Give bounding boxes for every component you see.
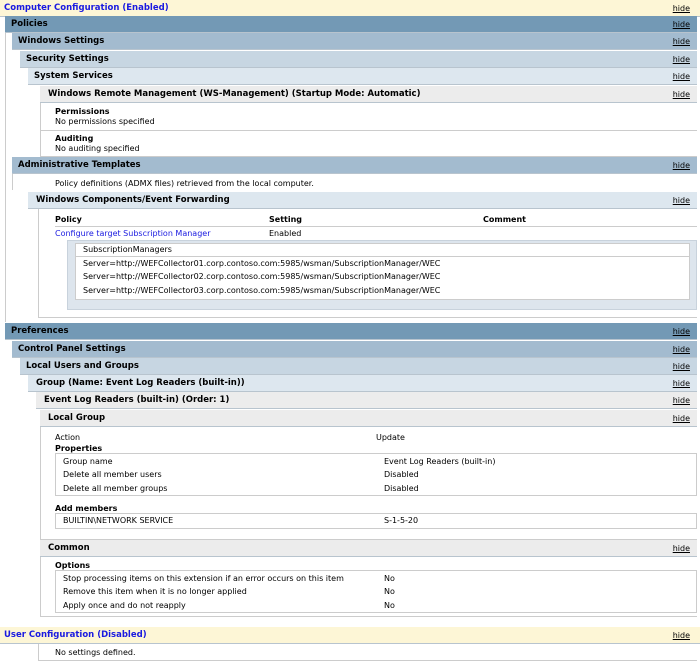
properties-label: Properties: [55, 444, 103, 453]
hide-link[interactable]: hide: [672, 196, 690, 205]
property-value: Disabled: [384, 470, 419, 479]
section-title: System Services: [34, 71, 113, 81]
section-title: Local Users and Groups: [26, 361, 139, 371]
section-title: Policies: [11, 19, 48, 29]
windows-settings-header[interactable]: Windows Settings hide: [12, 33, 697, 50]
column-policy: Policy: [55, 215, 82, 224]
user-configuration-header[interactable]: User Configuration (Disabled) hide: [0, 627, 700, 644]
hide-link[interactable]: hide: [672, 37, 690, 46]
hide-link[interactable]: hide: [672, 4, 690, 13]
computer-configuration-header[interactable]: Computer Configuration (Enabled) hide: [0, 0, 700, 17]
action-label: Action: [55, 433, 81, 442]
local-group-header[interactable]: Local Group hide: [40, 410, 697, 427]
property-name: Group name: [63, 457, 113, 466]
administrative-templates-header[interactable]: Administrative Templates hide: [12, 157, 697, 174]
section-title: Computer Configuration (Enabled): [4, 3, 169, 13]
hide-link[interactable]: hide: [672, 396, 690, 405]
policies-header[interactable]: Policies hide: [5, 16, 697, 33]
section-title: Windows Settings: [18, 36, 105, 46]
hide-link[interactable]: hide: [672, 20, 690, 29]
hide-link[interactable]: hide: [672, 379, 690, 388]
section-title: Control Panel Settings: [18, 344, 126, 354]
permissions-label: Permissions: [55, 107, 110, 116]
security-settings-header[interactable]: Security Settings hide: [20, 51, 697, 68]
column-comment: Comment: [483, 215, 526, 224]
system-services-header[interactable]: System Services hide: [28, 68, 697, 85]
hide-link[interactable]: hide: [672, 327, 690, 336]
member-sid: S-1-5-20: [384, 516, 419, 525]
hide-link[interactable]: hide: [672, 414, 690, 423]
options-table: [55, 570, 697, 613]
hide-link[interactable]: hide: [672, 161, 690, 170]
properties-table: [55, 453, 697, 496]
option-value: No: [384, 587, 395, 596]
section-title: Security Settings: [26, 54, 109, 64]
server-row: Server=http://WEFCollector02.corp.contos…: [83, 272, 441, 281]
event-forwarding-header[interactable]: Windows Components/Event Forwarding hide: [28, 192, 697, 209]
policies-body: [5, 32, 697, 322]
member-name: BUILTIN\NETWORK SERVICE: [63, 516, 174, 525]
option-name: Stop processing items on this extension …: [63, 574, 344, 583]
add-members-label: Add members: [55, 504, 118, 513]
winrm-body: [40, 102, 697, 157]
option-name: Remove this item when it is no longer ap…: [63, 587, 247, 596]
event-forwarding-body: [38, 209, 697, 318]
local-users-header[interactable]: Local Users and Groups hide: [20, 358, 697, 375]
hide-link[interactable]: hide: [672, 631, 690, 640]
permissions-value: No permissions specified: [55, 117, 155, 126]
subscription-managers-header: SubscriptionManagers: [83, 245, 172, 254]
common-header[interactable]: Common hide: [40, 540, 697, 557]
hide-link[interactable]: hide: [672, 90, 690, 99]
section-title: Administrative Templates: [18, 160, 141, 170]
policy-link[interactable]: Configure target Subscription Manager: [55, 229, 211, 238]
hide-link[interactable]: hide: [672, 362, 690, 371]
subscription-managers-table: [75, 243, 690, 300]
section-title: Windows Components/Event Forwarding: [36, 195, 230, 205]
section-title: Common: [48, 543, 90, 553]
section-title: User Configuration (Disabled): [4, 630, 147, 640]
option-name: Apply once and do not reapply: [63, 601, 186, 610]
control-panel-header[interactable]: Control Panel Settings hide: [12, 341, 697, 358]
hide-link[interactable]: hide: [672, 55, 690, 64]
property-value: Event Log Readers (built-in): [384, 457, 496, 466]
option-value: No: [384, 574, 395, 583]
options-label: Options: [55, 561, 91, 570]
local-group-body: [40, 426, 697, 540]
auditing-value: No auditing specified: [55, 144, 140, 153]
section-title: Group (Name: Event Log Readers (built-in…: [36, 378, 245, 388]
preferences-header[interactable]: Preferences hide: [5, 323, 697, 340]
winrm-header[interactable]: Windows Remote Management (WS-Management…: [40, 86, 697, 103]
column-setting: Setting: [269, 215, 302, 224]
members-table: [55, 513, 697, 529]
hide-link[interactable]: hide: [672, 72, 690, 81]
property-value: Disabled: [384, 484, 419, 493]
policy-setting: Enabled: [269, 229, 302, 238]
hide-link[interactable]: hide: [672, 544, 690, 553]
admx-note: Policy definitions (ADMX files) retrieve…: [55, 179, 314, 188]
property-name: Delete all member groups: [63, 484, 168, 493]
action-value: Update: [376, 433, 405, 442]
server-row: Server=http://WEFCollector01.corp.contos…: [83, 259, 441, 268]
user-config-body: [38, 643, 697, 661]
event-log-readers-header[interactable]: Event Log Readers (built-in) (Order: 1) h…: [36, 392, 697, 409]
admin-templates-body: [12, 174, 697, 190]
section-title: Event Log Readers (built-in) (Order: 1): [44, 395, 230, 405]
server-row: Server=http://WEFCollector03.corp.contos…: [83, 286, 441, 295]
section-title: Preferences: [11, 326, 69, 336]
section-title: Local Group: [48, 413, 106, 423]
section-title: Windows Remote Management (WS-Management…: [48, 89, 421, 99]
property-name: Delete all member users: [63, 470, 162, 479]
group-header[interactable]: Group (Name: Event Log Readers (built-in…: [28, 375, 697, 392]
option-value: No: [384, 601, 395, 610]
no-settings-note: No settings defined.: [55, 648, 136, 657]
common-body: [40, 556, 697, 617]
auditing-label: Auditing: [55, 134, 94, 143]
hide-link[interactable]: hide: [672, 345, 690, 354]
